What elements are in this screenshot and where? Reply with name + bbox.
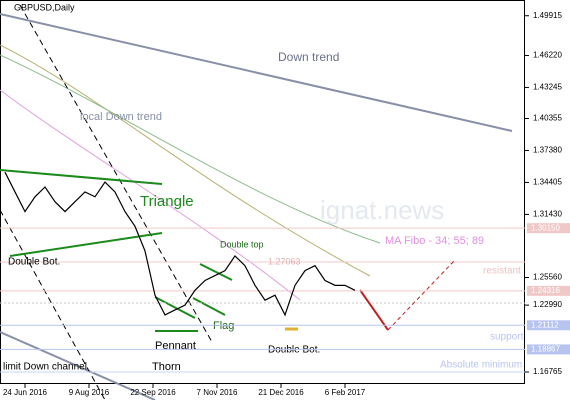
chart-title: GBPUSD,Daily (14, 2, 75, 12)
triangle-line (0, 169, 163, 185)
y-tick-label: 1.49915 (533, 11, 562, 20)
flag-line (192, 297, 226, 316)
annotation: local Down trend (80, 111, 162, 123)
annotation: resistant (483, 266, 521, 277)
level-box (527, 285, 570, 296)
level-label: 1.24316 (531, 286, 560, 295)
y-tick-label: 1.37380 (533, 146, 562, 155)
level-box (527, 223, 570, 234)
watermark: ignat.news (320, 195, 444, 225)
y-tick-label: 1.46220 (533, 51, 562, 60)
y-tick-label: 1.22990 (533, 300, 562, 309)
annotation: Flag (213, 320, 234, 332)
annotation: 1.27063 (268, 256, 301, 266)
x-tick-label: 22 Sep 2016 (130, 388, 176, 397)
y-tick-label: 1.34405 (533, 178, 562, 187)
level-label: 1.30150 (531, 223, 560, 232)
level-label: 1.21112 (531, 320, 559, 329)
annotation: MA Fibo - 34; 55; 89 (385, 235, 484, 247)
local-trend-line (0, 209, 106, 400)
y-tick-label: 1.31430 (533, 210, 562, 219)
pennant-line (154, 296, 196, 319)
ma-89 (0, 44, 371, 277)
drawings (0, 4, 525, 400)
x-tick-label: 21 Dec 2016 (258, 388, 304, 397)
x-tick-label: 7 Nov 2016 (197, 388, 238, 397)
plot-frame (0, 0, 525, 384)
annotation: Double Bot. (8, 257, 60, 268)
flag-line (199, 263, 233, 281)
x-tick-label: 24 Jun 2016 (3, 388, 48, 397)
price-line (4, 171, 356, 317)
y-tick-label: 1.40355 (533, 114, 562, 123)
level-box (527, 320, 570, 331)
annotation: Double Bot. (268, 345, 320, 356)
channel-line (0, 331, 156, 400)
annotation: Double top (220, 239, 264, 249)
x-tick-label: 9 Aug 2016 (69, 388, 110, 397)
y-tick-label: 1.16765 (533, 367, 562, 376)
annotation: limit Down channel (3, 362, 87, 373)
annotation: Triangle (140, 193, 194, 210)
level-box (527, 344, 570, 355)
ma-34 (0, 89, 301, 301)
annotation: Pennant (155, 340, 196, 352)
x-tick-label: 6 Feb 2017 (325, 388, 366, 397)
down-trend-line (0, 13, 513, 132)
triangle-line (9, 232, 163, 257)
ma-55 (0, 54, 381, 244)
annotation: Thorn (152, 361, 181, 373)
annotation: Absolute minimum (440, 360, 522, 371)
annotation: support (490, 332, 524, 343)
annotation: Down trend (278, 50, 339, 64)
y-tick-label: 1.43245 (533, 83, 562, 92)
forecast-line (359, 289, 389, 331)
level-label: 1.18867 (531, 345, 560, 354)
local-trend-line (19, 4, 213, 343)
forecast-line (387, 259, 456, 331)
y-tick-label: 1.25560 (533, 273, 562, 282)
